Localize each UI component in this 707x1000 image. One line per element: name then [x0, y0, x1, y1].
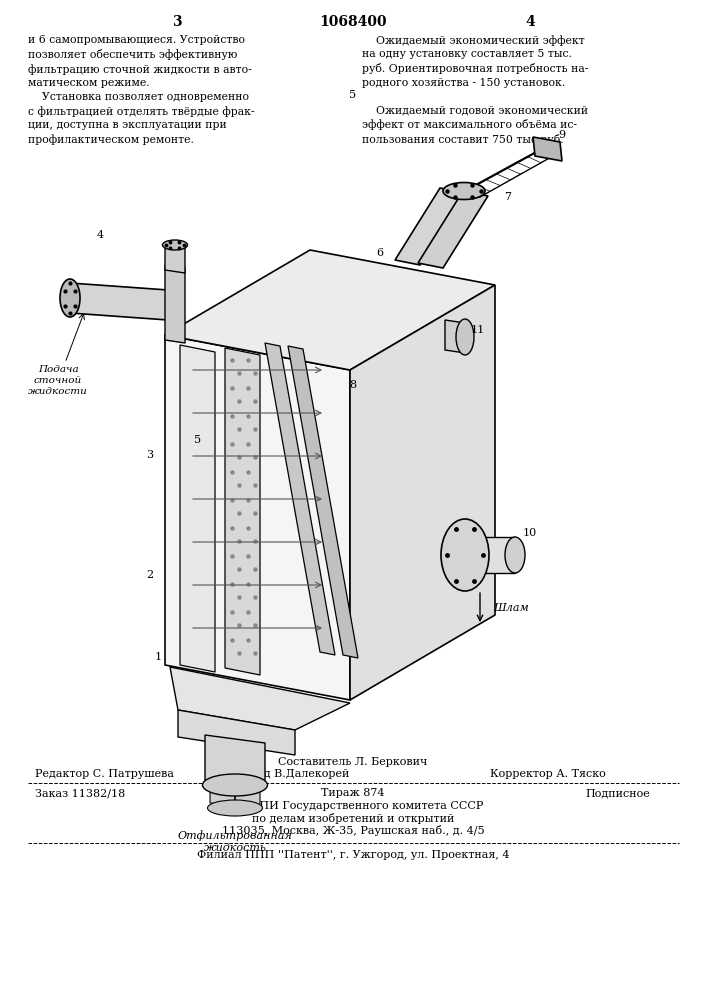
Text: 1068400: 1068400 [319, 15, 387, 29]
Polygon shape [70, 283, 168, 320]
Text: Подписное: Подписное [585, 788, 650, 798]
Text: по делам изобретений и открытий: по делам изобретений и открытий [252, 812, 454, 824]
Text: 8: 8 [349, 380, 356, 390]
Text: 7: 7 [505, 192, 511, 202]
Text: 4: 4 [525, 15, 535, 29]
Text: 113035, Москва, Ж-35, Раушская наб., д. 4/5: 113035, Москва, Ж-35, Раушская наб., д. … [222, 824, 484, 836]
Text: Филиал ППП ''Патент'', г. Ужгород, ул. Проектная, 4: Филиал ППП ''Патент'', г. Ужгород, ул. П… [197, 850, 509, 860]
Text: Корректор А. Тяско: Корректор А. Тяско [490, 769, 606, 779]
Polygon shape [165, 335, 350, 700]
Polygon shape [165, 245, 185, 273]
Polygon shape [225, 348, 260, 675]
Ellipse shape [163, 240, 187, 250]
Polygon shape [265, 343, 335, 655]
Text: Ожидаемый экономический эффект
на одну установку составляет 5 тыс.
руб. Ориентир: Ожидаемый экономический эффект на одну у… [362, 35, 588, 145]
Polygon shape [288, 346, 358, 658]
Text: 3: 3 [146, 450, 153, 460]
Text: Заказ 11382/18: Заказ 11382/18 [35, 788, 125, 798]
Text: Шлам: Шлам [493, 603, 529, 613]
Polygon shape [210, 785, 260, 808]
Text: 2: 2 [146, 570, 153, 580]
Polygon shape [350, 285, 495, 700]
Polygon shape [445, 320, 465, 353]
Polygon shape [165, 250, 495, 370]
Text: 6: 6 [376, 248, 384, 258]
Text: Составитель Л. Беркович: Составитель Л. Беркович [279, 757, 428, 767]
Text: 9: 9 [559, 130, 566, 140]
Ellipse shape [207, 800, 262, 816]
Ellipse shape [443, 182, 485, 200]
Text: Редактор С. Патрушева: Редактор С. Патрушева [35, 769, 174, 779]
Text: Отфильтрованная
жидкость: Отфильтрованная жидкость [177, 830, 293, 853]
Text: 4: 4 [96, 230, 103, 240]
Text: и 6 самопромывающиеся. Устройство
позволяет обеспечить эффективную
фильтрацию ст: и 6 самопромывающиеся. Устройство позвол… [28, 35, 255, 145]
Polygon shape [395, 188, 465, 265]
Polygon shape [418, 191, 488, 268]
Text: 5: 5 [349, 90, 356, 100]
Polygon shape [178, 710, 295, 755]
Polygon shape [205, 735, 265, 788]
Text: 5: 5 [194, 435, 201, 445]
Text: Подача
сточной
жидкости: Подача сточной жидкости [28, 365, 88, 396]
Text: 1: 1 [154, 652, 162, 662]
Polygon shape [465, 537, 515, 573]
Ellipse shape [202, 774, 267, 796]
Ellipse shape [60, 279, 80, 317]
Text: 11: 11 [471, 325, 485, 335]
Text: 3: 3 [173, 15, 182, 29]
Ellipse shape [456, 319, 474, 355]
Polygon shape [180, 345, 215, 672]
Polygon shape [165, 265, 185, 343]
Text: Техред В.Далекорей: Техред В.Далекорей [230, 769, 349, 779]
Text: 10: 10 [523, 528, 537, 538]
Text: ВНИИПИ Государственного комитета СССР: ВНИИПИ Государственного комитета СССР [222, 801, 484, 811]
Polygon shape [170, 667, 350, 730]
Polygon shape [533, 137, 562, 161]
Ellipse shape [441, 519, 489, 591]
Ellipse shape [505, 537, 525, 573]
Text: Тираж 874: Тираж 874 [321, 788, 385, 798]
